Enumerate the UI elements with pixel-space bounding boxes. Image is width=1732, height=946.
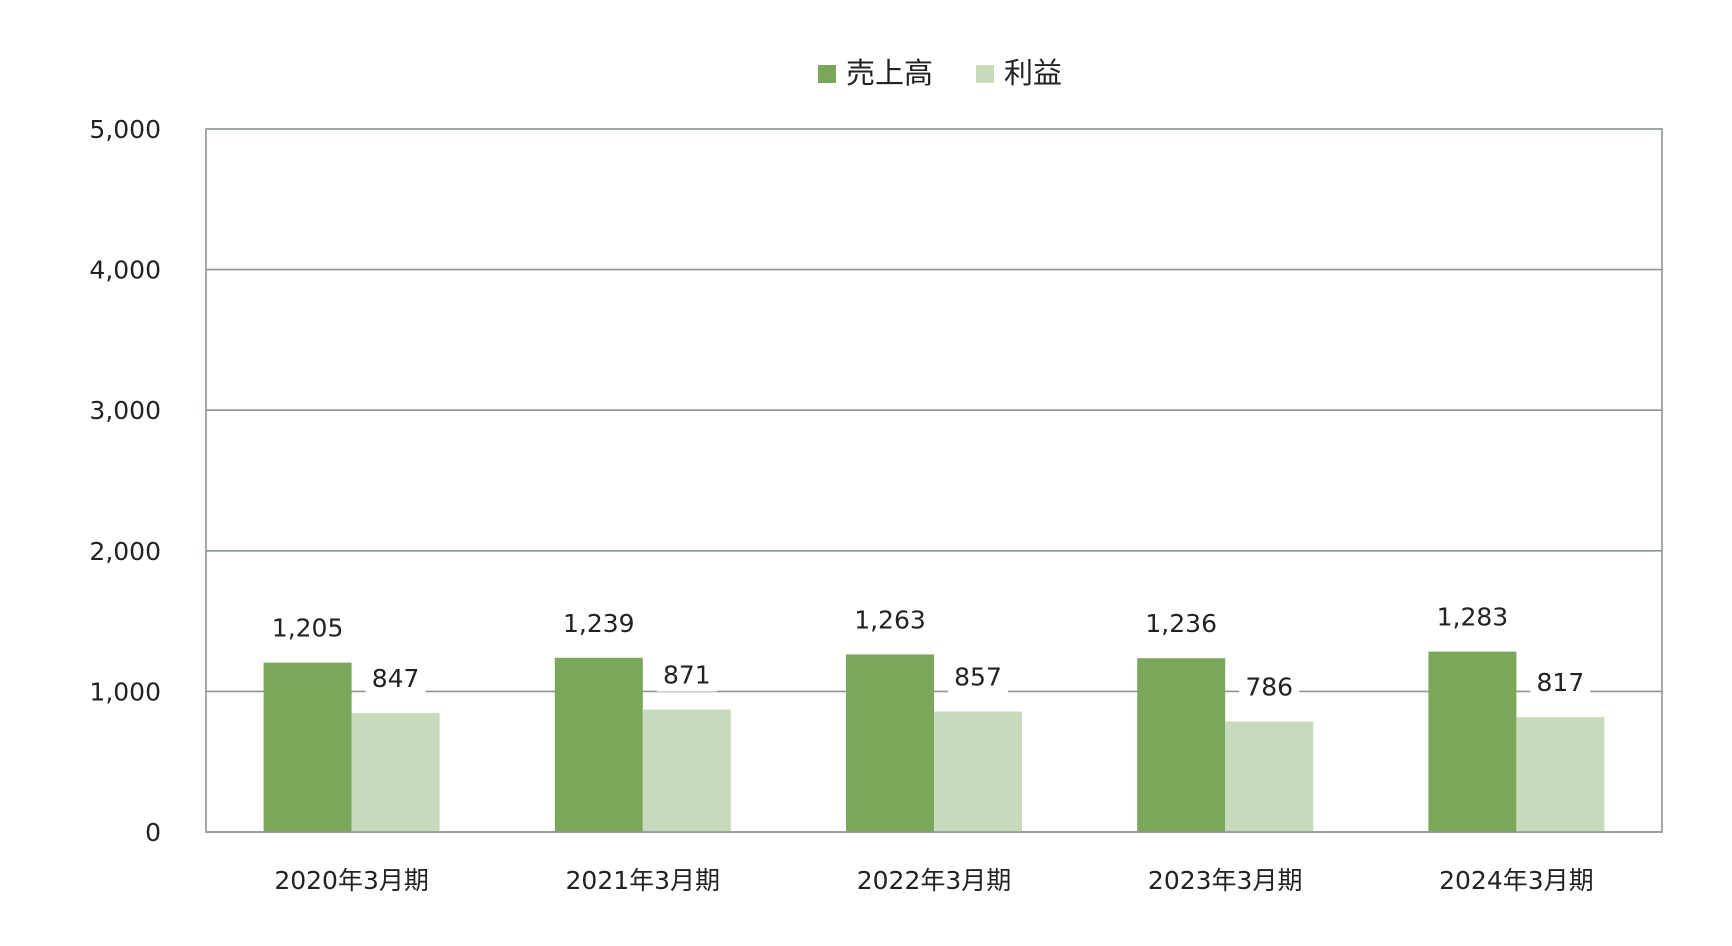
- bar-sales: [1428, 651, 1517, 832]
- bar-sales: [846, 654, 934, 832]
- bar-profit: [934, 711, 1022, 832]
- data-label-bg: [365, 662, 426, 695]
- data-label-bg: [1530, 667, 1591, 700]
- data-label: 857: [954, 663, 1002, 692]
- y-tick-label: 5,000: [89, 115, 161, 144]
- y-tick-label: 4,000: [89, 256, 161, 285]
- bar-profit: [1516, 717, 1605, 832]
- data-label-bg: [656, 659, 717, 692]
- data-label-bg: [1137, 608, 1226, 641]
- bar-sales: [554, 657, 643, 832]
- x-tick-label: 2022年3月期: [857, 866, 1012, 895]
- data-label: 1,239: [563, 609, 635, 638]
- legend-label: 売上高: [846, 56, 933, 90]
- data-label: 1,263: [854, 605, 926, 634]
- bar-sales: [1137, 658, 1226, 832]
- data-label-bg: [1428, 601, 1517, 634]
- data-label: 871: [663, 661, 711, 690]
- data-label-bg: [1239, 671, 1300, 704]
- y-tick-label: 3,000: [89, 396, 161, 425]
- data-label: 786: [1245, 672, 1293, 701]
- legend-swatch: [976, 65, 994, 83]
- y-tick-label: 1,000: [89, 677, 161, 706]
- data-label-bg: [554, 607, 643, 640]
- data-label: 817: [1537, 668, 1585, 697]
- bar-profit: [351, 712, 440, 832]
- x-tick-label: 2024年3月期: [1439, 866, 1594, 895]
- legend-label: 利益: [1004, 56, 1062, 90]
- x-tick-label: 2020年3月期: [274, 866, 429, 895]
- data-label: 1,205: [272, 614, 344, 643]
- bar-sales: [263, 662, 352, 832]
- bar-profit: [642, 709, 731, 832]
- data-label-bg: [846, 604, 934, 637]
- bar-profit: [1225, 721, 1314, 832]
- data-label: 1,283: [1437, 603, 1509, 632]
- x-tick-label: 2021年3月期: [566, 866, 721, 895]
- data-label-bg: [263, 612, 352, 645]
- y-tick-label: 2,000: [89, 537, 161, 566]
- legend-swatch: [818, 65, 836, 83]
- data-label-bg: [948, 661, 1008, 694]
- x-tick-label: 2023年3月期: [1148, 866, 1303, 895]
- data-label: 1,236: [1145, 609, 1217, 638]
- data-label: 847: [372, 664, 420, 693]
- y-tick-label: 0: [145, 818, 161, 847]
